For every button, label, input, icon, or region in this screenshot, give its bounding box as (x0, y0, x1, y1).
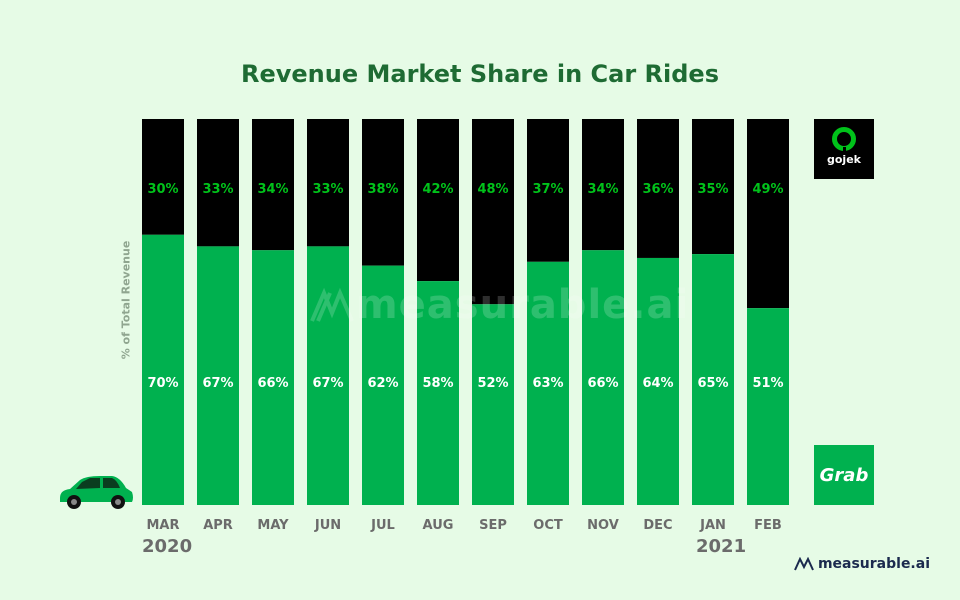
bar-gojek-sep (472, 119, 514, 305)
gojek-logo: gojek (814, 119, 874, 179)
label-gojek-apr: 33% (202, 182, 233, 197)
grab-logo-text: Grab (819, 464, 869, 486)
label-gojek-sep: 48% (477, 182, 508, 197)
bar-grab-feb (747, 308, 789, 505)
bar-gojek-apr (197, 119, 239, 247)
x-tick-mar: MAR (146, 518, 179, 533)
grab-logo: Grab (814, 445, 874, 505)
year-label-end: 2021 (696, 536, 747, 557)
bar-grab-sep (472, 304, 514, 505)
x-tick-jun: JUN (314, 518, 341, 533)
x-tick-sep: SEP (479, 518, 507, 533)
bar-gojek-jun (307, 119, 349, 247)
chart-title: Revenue Market Share in Car Rides (241, 60, 719, 88)
label-gojek-dec: 36% (642, 182, 673, 197)
x-tick-oct: OCT (533, 518, 563, 533)
bar-grab-jan (692, 254, 734, 505)
bar-gojek-feb (747, 119, 789, 309)
label-gojek-jul: 38% (367, 182, 398, 197)
bar-gojek-mar (142, 119, 184, 235)
measurable-logo-icon (794, 557, 814, 571)
label-grab-apr: 67% (202, 376, 233, 391)
label-gojek-nov: 34% (587, 182, 618, 197)
label-gojek-mar: 30% (147, 182, 178, 197)
label-grab-may: 66% (257, 376, 288, 391)
bar-grab-apr (197, 246, 239, 505)
label-gojek-jun: 33% (312, 182, 343, 197)
bar-grab-jul (362, 265, 404, 505)
x-tick-dec: DEC (643, 518, 672, 533)
gojek-logo-text: gojek (827, 153, 861, 166)
bar-grab-mar (142, 234, 184, 506)
bar-gojek-oct (527, 119, 569, 262)
label-grab-nov: 66% (587, 376, 618, 391)
x-tick-may: MAY (257, 518, 289, 533)
car-icon (60, 476, 133, 509)
x-tick-jul: JUL (370, 518, 395, 533)
footer-brand: measurable.ai (794, 556, 930, 572)
label-gojek-feb: 49% (752, 182, 783, 197)
label-grab-dec: 64% (642, 376, 673, 391)
label-grab-jan: 65% (697, 376, 728, 391)
x-tick-jan: JAN (699, 518, 726, 533)
bar-gojek-nov (582, 119, 624, 251)
x-tick-aug: AUG (423, 518, 454, 533)
label-grab-mar: 70% (147, 376, 178, 391)
bar-gojek-jul (362, 119, 404, 266)
bar-grab-oct (527, 261, 569, 505)
bar-grab-dec (637, 257, 679, 505)
bar-gojek-may (252, 119, 294, 251)
bar-gojek-jan (692, 119, 734, 255)
bar-grab-jun (307, 246, 349, 505)
x-tick-apr: APR (203, 518, 233, 533)
label-gojek-aug: 42% (422, 182, 453, 197)
x-tick-feb: FEB (754, 518, 782, 533)
label-grab-oct: 63% (532, 376, 563, 391)
bar-grab-nov (582, 250, 624, 505)
label-grab-feb: 51% (752, 376, 783, 391)
label-grab-sep: 52% (477, 376, 508, 391)
bar-grab-aug (417, 281, 459, 505)
x-tick-nov: NOV (587, 518, 619, 533)
bar-gojek-aug (417, 119, 459, 282)
bar-gojek-dec (637, 119, 679, 258)
label-gojek-may: 34% (257, 182, 288, 197)
label-gojek-oct: 37% (532, 182, 563, 197)
label-gojek-jan: 35% (697, 182, 728, 197)
label-grab-jul: 62% (367, 376, 398, 391)
bar-grab-may (252, 250, 294, 505)
gojek-ring-icon (832, 127, 856, 153)
label-grab-jun: 67% (312, 376, 343, 391)
label-grab-aug: 58% (422, 376, 453, 391)
year-label-start: 2020 (142, 536, 193, 557)
footer-brand-text: measurable.ai (817, 556, 930, 572)
